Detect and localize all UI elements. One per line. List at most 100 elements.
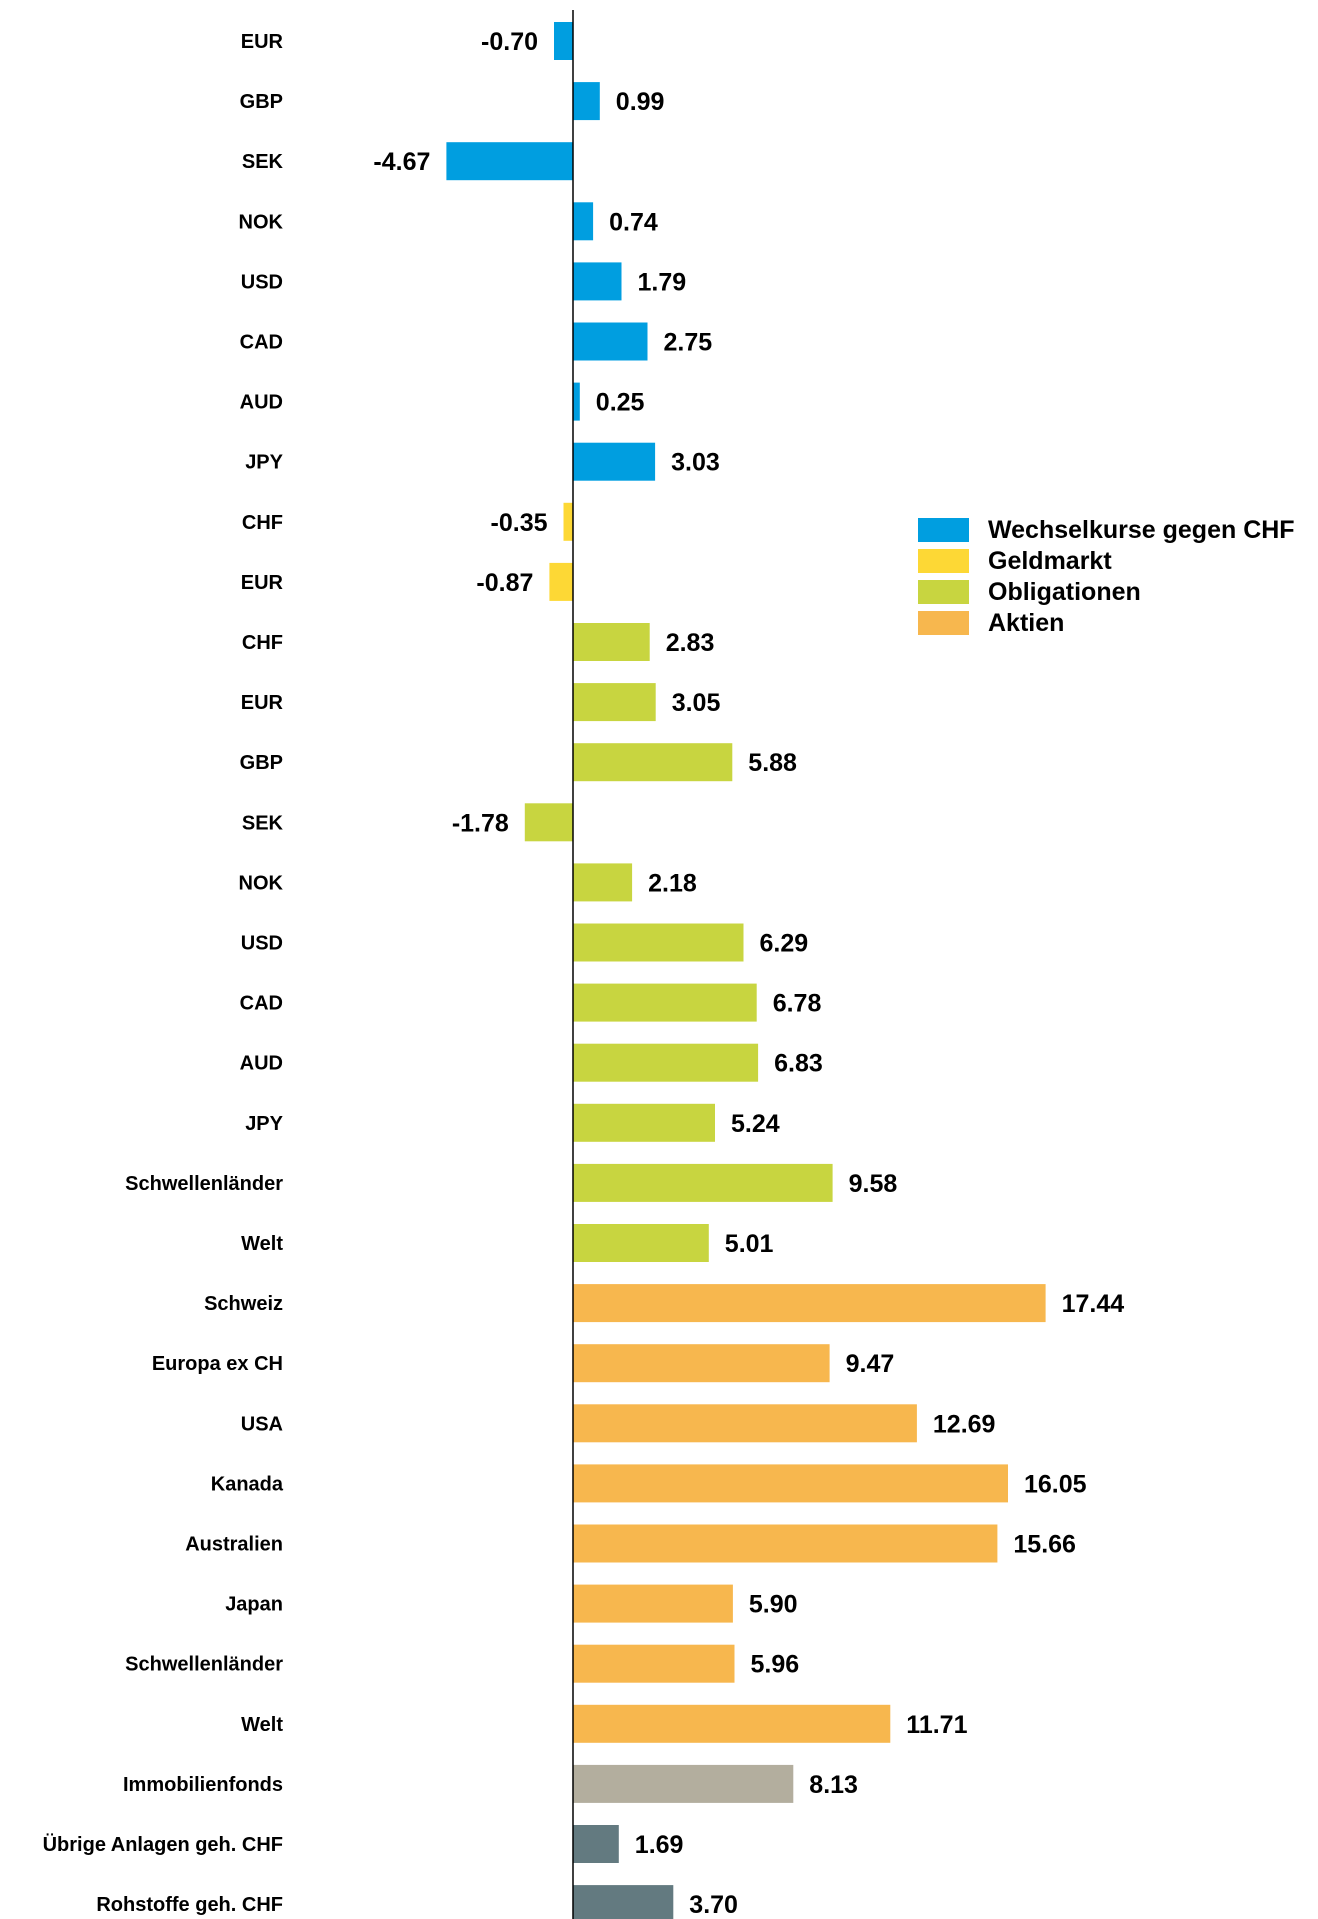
bar-17 xyxy=(573,1043,759,1082)
category-label-23: USA xyxy=(241,1413,283,1435)
category-label-30: Übrige Anlagen geh. CHF xyxy=(43,1833,283,1856)
legend-label-0: Wechselkurse gegen CHF xyxy=(988,516,1295,544)
category-label-5: CAD xyxy=(240,332,283,354)
bar-23 xyxy=(573,1404,917,1443)
bar-22 xyxy=(573,1344,830,1383)
value-label-30: 1.69 xyxy=(635,1831,684,1859)
value-label-28: 11.71 xyxy=(906,1711,967,1739)
category-label-9: EUR xyxy=(241,572,284,594)
value-label-12: 5.88 xyxy=(748,749,797,777)
category-label-6: AUD xyxy=(240,392,283,414)
value-label-1: 0.99 xyxy=(616,88,665,116)
bar-14 xyxy=(573,863,633,902)
value-label-29: 8.13 xyxy=(809,1771,858,1799)
category-label-27: Schwellenländer xyxy=(125,1654,283,1676)
bar-7 xyxy=(573,442,656,481)
value-label-25: 15.66 xyxy=(1013,1531,1076,1559)
value-label-16: 6.78 xyxy=(773,990,822,1018)
value-label-13: -1.78 xyxy=(452,809,509,837)
bar-4 xyxy=(573,262,622,301)
legend-label-1: Geldmarkt xyxy=(988,547,1112,575)
category-label-28: Welt xyxy=(241,1714,283,1736)
legend-swatch-2 xyxy=(918,580,969,604)
legend: Wechselkurse gegen CHF Geldmarkt Obligatio… xyxy=(918,516,1295,637)
category-label-4: USD xyxy=(241,271,283,293)
value-label-15: 6.29 xyxy=(760,930,809,958)
bar-0 xyxy=(554,22,573,60)
bar-3 xyxy=(573,202,594,241)
value-label-21: 17.44 xyxy=(1062,1290,1125,1318)
category-label-15: USD xyxy=(241,933,283,955)
bar-25 xyxy=(573,1524,998,1563)
category-label-25: Australien xyxy=(185,1534,283,1556)
category-label-24: Kanada xyxy=(211,1473,284,1495)
bar-2 xyxy=(446,142,573,181)
value-label-23: 12.69 xyxy=(933,1410,996,1438)
value-label-27: 5.96 xyxy=(751,1651,800,1679)
bar-28 xyxy=(573,1704,891,1743)
value-label-22: 9.47 xyxy=(846,1350,895,1378)
value-label-10: 2.83 xyxy=(666,629,715,657)
category-label-16: CAD xyxy=(240,993,283,1015)
category-labels-layer: EUR GBP SEK NOK USD CAD AUD JPY CHF EUR CHF EUR GBP S… xyxy=(43,31,284,1916)
category-label-31: Rohstoffe geh. CHF xyxy=(96,1894,283,1916)
bar-29 xyxy=(573,1764,794,1803)
category-label-11: EUR xyxy=(241,692,284,714)
value-label-2: -4.67 xyxy=(373,148,430,176)
value-label-3: 0.74 xyxy=(609,208,658,236)
bar-5 xyxy=(573,322,648,361)
bar-26 xyxy=(573,1584,733,1623)
bar-13 xyxy=(524,803,573,842)
bar-30 xyxy=(573,1825,619,1863)
value-label-26: 5.90 xyxy=(749,1591,798,1619)
legend-label-3: Aktien xyxy=(988,609,1064,637)
value-label-5: 2.75 xyxy=(664,329,713,357)
value-label-17: 6.83 xyxy=(774,1050,823,1078)
bar-20 xyxy=(573,1224,709,1262)
bar-9 xyxy=(549,562,573,601)
value-label-31: 3.70 xyxy=(689,1891,738,1919)
category-label-29: Immobilienfonds xyxy=(123,1774,283,1796)
value-label-11: 3.05 xyxy=(672,689,721,717)
bar-11 xyxy=(573,683,656,722)
legend-label-2: Obligationen xyxy=(988,578,1141,606)
value-label-24: 16.05 xyxy=(1024,1470,1087,1498)
bar-15 xyxy=(573,923,744,962)
bar-12 xyxy=(573,743,733,782)
category-label-0: EUR xyxy=(241,31,284,53)
legend-swatch-0 xyxy=(918,518,969,542)
legend-swatch-3 xyxy=(918,611,969,635)
category-label-22: Europa ex CH xyxy=(152,1353,283,1375)
value-label-14: 2.18 xyxy=(648,869,697,897)
category-label-7: JPY xyxy=(245,452,283,474)
category-label-2: SEK xyxy=(242,151,284,173)
bar-6 xyxy=(573,382,580,421)
bar-21 xyxy=(573,1284,1046,1323)
value-label-7: 3.03 xyxy=(671,449,720,477)
bar-24 xyxy=(573,1464,1008,1503)
category-label-20: Welt xyxy=(241,1233,283,1255)
category-label-17: AUD xyxy=(240,1053,283,1075)
category-label-10: CHF xyxy=(242,632,283,654)
category-label-19: Schwellenländer xyxy=(125,1173,283,1195)
bar-31 xyxy=(573,1885,674,1919)
category-label-3: NOK xyxy=(239,211,284,233)
bar-16 xyxy=(573,983,757,1022)
value-label-8: -0.35 xyxy=(491,509,548,537)
category-label-21: Schweiz xyxy=(204,1293,283,1315)
category-label-12: GBP xyxy=(240,752,283,774)
bar-1 xyxy=(573,82,600,121)
value-labels-layer: -0.70 0.99 -4.67 0.74 1.79 2.75 0.25 3.03 -0.35 -… xyxy=(373,28,1124,1919)
category-label-13: SEK xyxy=(242,812,284,834)
value-label-20: 5.01 xyxy=(725,1230,774,1258)
bar-19 xyxy=(573,1163,833,1202)
value-label-19: 9.58 xyxy=(849,1170,898,1198)
category-label-14: NOK xyxy=(239,872,284,894)
legend-swatch-1 xyxy=(918,549,969,573)
value-label-6: 0.25 xyxy=(596,389,645,417)
value-label-9: -0.87 xyxy=(476,569,533,597)
category-label-8: CHF xyxy=(242,512,283,534)
category-label-26: Japan xyxy=(225,1594,283,1616)
value-label-0: -0.70 xyxy=(481,28,538,56)
